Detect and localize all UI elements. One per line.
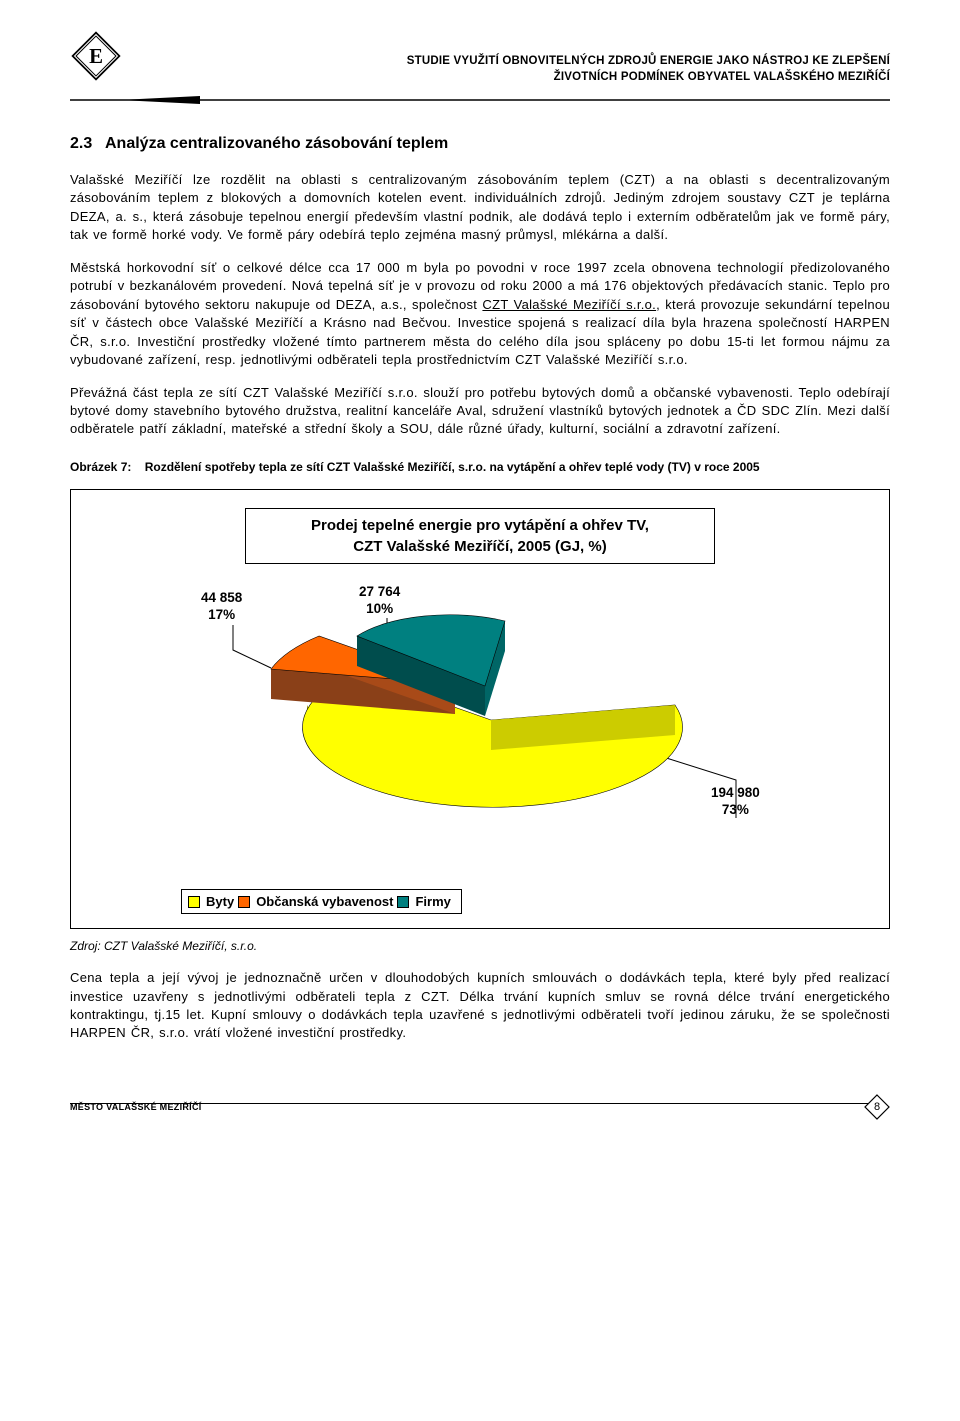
legend-label-byty: Byty	[206, 894, 234, 909]
chart-source: Zdroj: CZT Valašské Meziříčí, s.r.o.	[70, 939, 890, 953]
figure-caption: Obrázek 7: Rozdělení spotřeby tepla ze s…	[70, 459, 890, 475]
header-title-line1: STUDIE VYUŽITÍ OBNOVITELNÝCH ZDROJŮ ENER…	[140, 54, 890, 70]
legend-label-firmy: Firmy	[415, 894, 450, 909]
legend-swatch-byty	[188, 896, 200, 908]
pie-svg	[71, 590, 891, 860]
page-number-badge: 8	[864, 1094, 890, 1120]
paragraph-2: Městská horkovodní síť o celkové délce c…	[70, 259, 890, 370]
paragraph-4: Cena tepla a její vývoj je jednoznačně u…	[70, 969, 890, 1043]
page-header: E STUDIE VYUŽITÍ OBNOVITELNÝCH ZDROJŮ EN…	[70, 30, 890, 87]
page-number: 8	[864, 1094, 890, 1120]
section-title: Analýza centralizovaného zásobování tepl…	[105, 135, 448, 152]
header-divider	[70, 93, 890, 107]
logo-icon: E	[70, 30, 122, 82]
legend-swatch-obcanska	[238, 896, 250, 908]
footer-text: MĚSTO VALAŠSKÉ MEZIŘÍČÍ	[70, 1102, 202, 1112]
paragraph-3: Převážná část tepla ze sítí CZT Valašské…	[70, 384, 890, 439]
legend-label-obcanska: Občanská vybavenost	[256, 894, 393, 909]
link-czt[interactable]: CZT Valašské Meziříčí s.r.o.	[482, 297, 656, 312]
chart-legend: Byty Občanská vybavenost Firmy	[181, 889, 462, 914]
header-title-line2: ŽIVOTNÍCH PODMÍNEK OBYVATEL VALAŠSKÉHO M…	[140, 70, 890, 86]
section-number: 2.3	[70, 135, 92, 152]
svg-text:E: E	[89, 45, 103, 68]
logo: E	[70, 30, 140, 87]
section-heading: 2.3 Analýza centralizovaného zásobování …	[70, 135, 890, 153]
pie-chart: Prodej tepelné energie pro vytápění a oh…	[70, 489, 890, 929]
paragraph-1: Valašské Meziříčí lze rozdělit na oblast…	[70, 171, 890, 245]
legend-swatch-firmy	[397, 896, 409, 908]
chart-title: Prodej tepelné energie pro vytápění a oh…	[245, 508, 715, 564]
